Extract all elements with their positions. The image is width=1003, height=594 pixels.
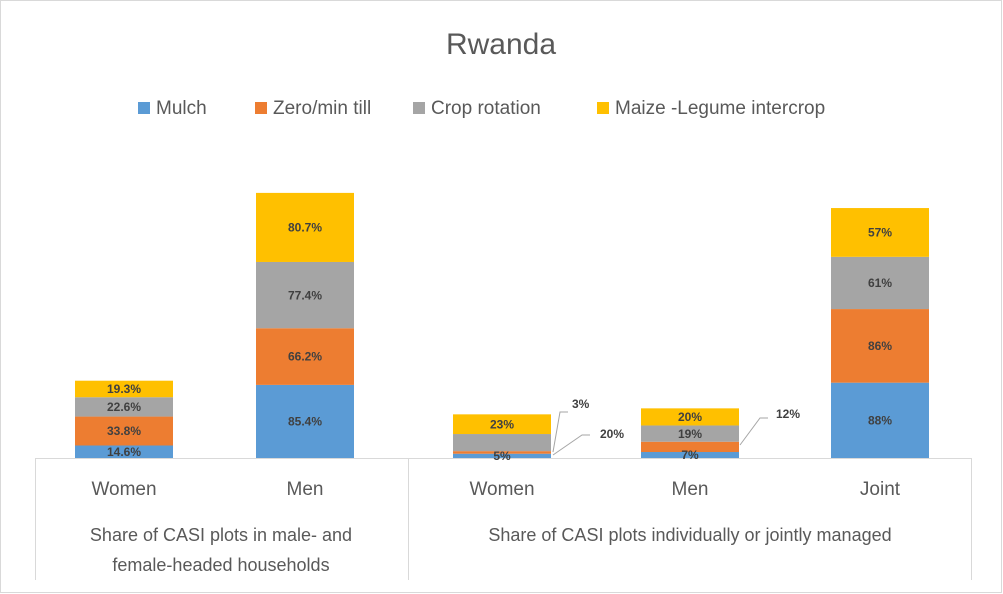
data-label: 12% xyxy=(776,407,800,421)
bar-segment xyxy=(641,441,739,453)
legend-swatch xyxy=(255,102,267,114)
legend-label: Maize -Legume intercrop xyxy=(615,98,825,119)
legend-label: Crop rotation xyxy=(431,98,541,119)
legend-swatch xyxy=(138,102,150,114)
leader-line xyxy=(739,417,768,446)
legend-label: Mulch xyxy=(156,98,207,119)
x-tick-label: Women xyxy=(469,479,534,500)
bar-segment xyxy=(453,453,551,458)
bar-segment xyxy=(256,384,354,458)
bar-segment xyxy=(641,408,739,426)
data-label: 85.4% xyxy=(288,415,322,429)
data-label: 3% xyxy=(572,397,590,411)
bar-segment xyxy=(641,425,739,442)
group-label: Share of CASI plots in male- and xyxy=(90,525,352,545)
legend-swatch xyxy=(413,102,425,114)
data-label: 33.8% xyxy=(107,424,141,438)
data-label: 5% xyxy=(493,449,511,463)
chart-title: Rwanda xyxy=(446,28,556,61)
bar-segment xyxy=(256,328,354,385)
bar-segment xyxy=(75,397,173,417)
data-label: 7% xyxy=(681,448,699,462)
x-tick-label: Men xyxy=(672,479,709,500)
data-label: 61% xyxy=(868,276,892,290)
data-label: 22.6% xyxy=(107,400,141,414)
category-box xyxy=(35,458,972,580)
bar-segment xyxy=(453,451,551,454)
data-label: 86% xyxy=(868,339,892,353)
data-label: 23% xyxy=(490,417,514,431)
x-tick-label: Women xyxy=(91,479,156,500)
data-label: 20% xyxy=(600,427,624,441)
bar-segment xyxy=(75,380,173,398)
data-label: 57% xyxy=(868,226,892,240)
legend-label: Zero/min till xyxy=(273,98,371,119)
group-label: Share of CASI plots individually or join… xyxy=(488,525,891,545)
bar-segment xyxy=(831,382,929,458)
data-label: 14.6% xyxy=(107,445,141,459)
bar-segment xyxy=(453,414,551,435)
data-label: 19.3% xyxy=(107,382,141,396)
bar-segment xyxy=(831,309,929,383)
data-label: 88% xyxy=(868,414,892,428)
leader-line xyxy=(552,434,590,456)
x-tick-label: Men xyxy=(287,479,324,500)
bar-segment xyxy=(256,192,354,262)
data-label: 20% xyxy=(678,410,702,424)
legend-swatch xyxy=(597,102,609,114)
bar-segment xyxy=(75,416,173,446)
group-label: female-headed households xyxy=(112,555,329,575)
bar-segment xyxy=(256,261,354,329)
data-label: 77.4% xyxy=(288,288,322,302)
bar-segment xyxy=(831,208,929,257)
data-label: 80.7% xyxy=(288,221,322,235)
data-label: 19% xyxy=(678,427,702,441)
bar-segment xyxy=(641,452,739,458)
leader-line xyxy=(552,411,568,453)
x-tick-label: Joint xyxy=(860,479,901,500)
data-label: 66.2% xyxy=(288,350,322,364)
bar-segment xyxy=(453,434,551,452)
bar-segment xyxy=(75,445,173,458)
bar-segment xyxy=(831,256,929,310)
